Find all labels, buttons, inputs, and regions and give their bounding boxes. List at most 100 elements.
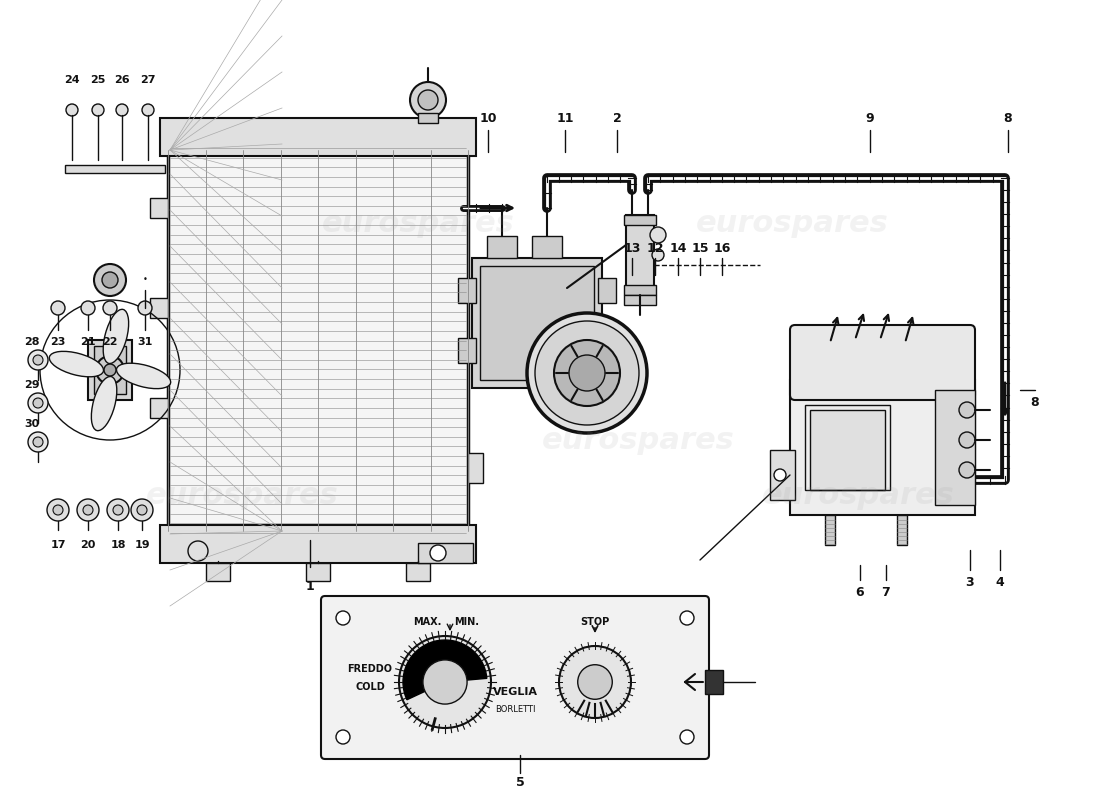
Circle shape [336,730,350,744]
Text: 24: 24 [64,75,80,85]
Text: 28: 28 [24,337,40,347]
Bar [532,236,562,258]
Ellipse shape [91,377,117,430]
Text: VEGLIA: VEGLIA [493,687,538,697]
Circle shape [47,499,69,521]
Circle shape [422,660,468,704]
FancyBboxPatch shape [790,325,975,400]
Bar [458,278,476,303]
Text: 3: 3 [966,575,975,589]
Text: BORLETTI: BORLETTI [495,705,536,714]
Bar [468,453,483,483]
Text: 1: 1 [306,580,315,593]
Circle shape [959,402,975,418]
Text: eurospares: eurospares [761,482,955,510]
Bar [935,390,975,505]
Circle shape [527,313,647,433]
Text: 6: 6 [856,586,865,598]
Bar [790,380,975,515]
Text: 9: 9 [866,111,874,125]
Text: STOP: STOP [581,617,609,627]
Circle shape [418,90,438,110]
Text: MAX.: MAX. [412,617,441,627]
Text: •: • [143,275,147,285]
Text: 26: 26 [114,75,130,85]
Bar [896,515,907,545]
Bar [160,525,476,563]
Circle shape [680,730,694,744]
Ellipse shape [117,363,170,389]
Text: 8: 8 [1031,395,1040,409]
Bar [770,450,795,500]
Bar [458,338,476,363]
Text: 22: 22 [102,337,118,347]
Text: 2: 2 [613,111,621,125]
Circle shape [82,505,94,515]
Circle shape [959,462,975,478]
Text: eurospares: eurospares [321,210,515,238]
Text: 31: 31 [138,337,153,347]
Text: 5: 5 [516,777,525,790]
Text: COLD: COLD [355,682,385,692]
Bar [472,258,602,388]
Circle shape [569,355,605,391]
Text: 17: 17 [51,540,66,550]
Text: 19: 19 [134,540,150,550]
Ellipse shape [103,310,129,363]
FancyBboxPatch shape [321,596,710,759]
Text: 14: 14 [669,242,686,254]
Circle shape [410,82,446,118]
Circle shape [138,505,147,515]
Text: 30: 30 [24,419,40,429]
Bar [624,285,656,295]
Circle shape [51,301,65,315]
Text: 8: 8 [1003,111,1012,125]
Circle shape [535,321,639,425]
Circle shape [53,505,63,515]
Text: 16: 16 [713,242,730,254]
Bar [418,543,473,563]
Circle shape [104,364,116,376]
Circle shape [102,272,118,288]
Text: 18: 18 [110,540,125,550]
Bar [160,118,476,156]
Circle shape [103,301,117,315]
Ellipse shape [50,351,103,377]
Bar [150,398,168,418]
Circle shape [578,665,613,699]
Bar [624,215,656,225]
Text: eurospares: eurospares [695,210,889,238]
Text: MIN.: MIN. [454,617,480,627]
Text: 20: 20 [80,540,96,550]
Text: 23: 23 [51,337,66,347]
Circle shape [774,469,786,481]
Circle shape [113,505,123,515]
Bar [88,340,132,400]
Wedge shape [403,640,487,700]
Circle shape [116,104,128,116]
Circle shape [107,499,129,521]
Circle shape [138,301,152,315]
Circle shape [77,499,99,521]
Text: 27: 27 [141,75,156,85]
Circle shape [399,636,491,728]
Bar [150,198,168,218]
Circle shape [131,499,153,521]
Text: 10: 10 [480,111,497,125]
Bar [805,405,890,490]
Circle shape [96,356,124,384]
Circle shape [559,646,631,718]
Bar [206,563,230,581]
Circle shape [33,437,43,447]
Text: 29: 29 [24,380,40,390]
Bar [418,113,438,123]
Bar [825,515,835,545]
Circle shape [33,398,43,408]
Text: eurospares: eurospares [145,482,339,510]
Circle shape [66,104,78,116]
Text: FREDDO: FREDDO [348,664,393,674]
Bar [65,165,165,173]
Bar [626,215,654,295]
Bar [810,410,886,490]
Text: 7: 7 [881,586,890,598]
